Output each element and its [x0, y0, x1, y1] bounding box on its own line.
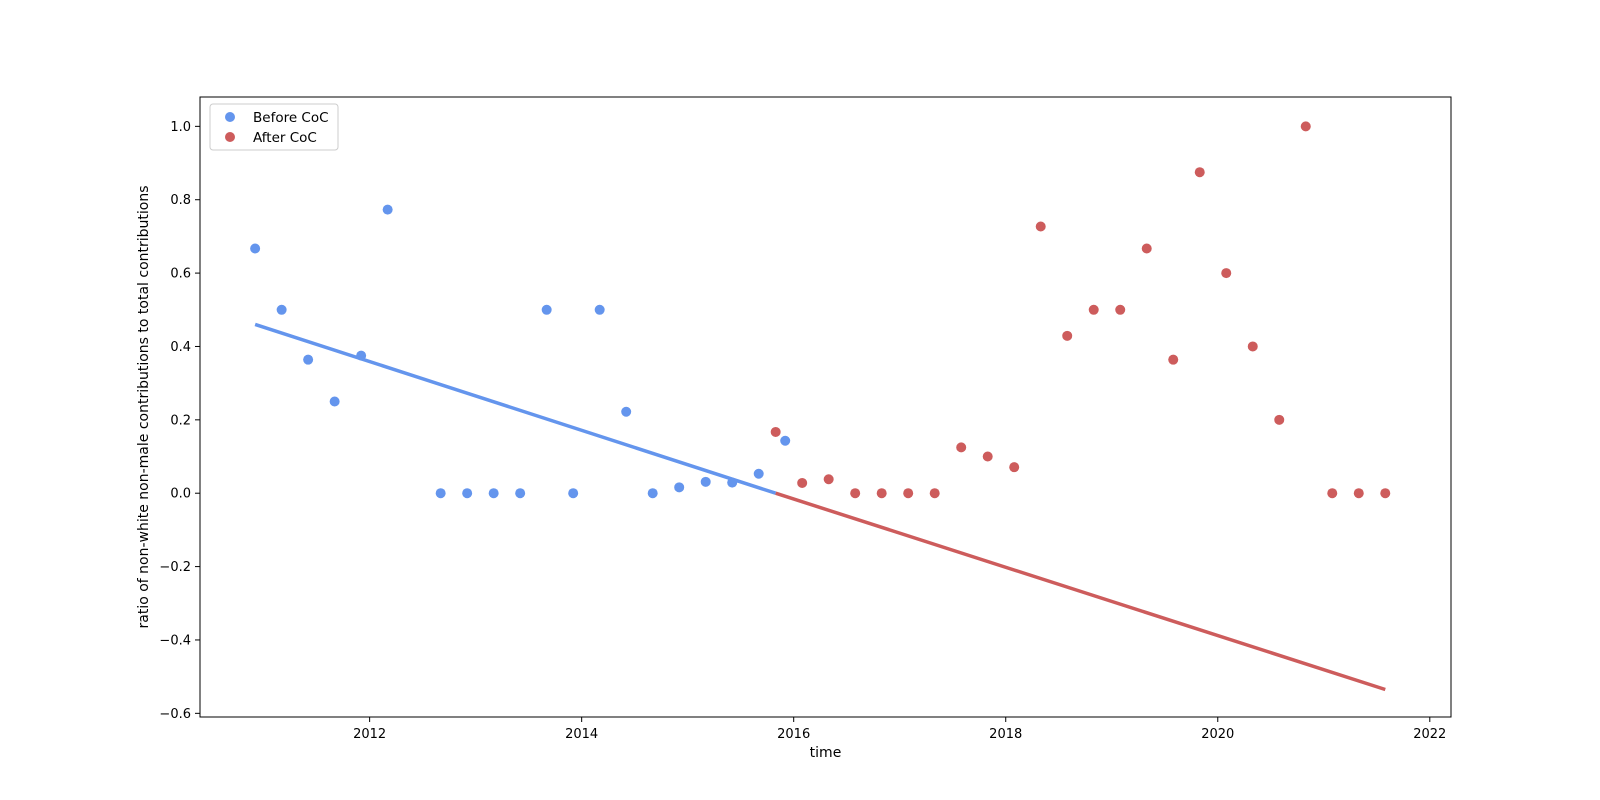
- y-tick-label: 0.2: [170, 413, 191, 428]
- data-point-before-coc: [674, 482, 685, 493]
- data-point-before-coc: [382, 204, 393, 215]
- data-point-before-coc: [515, 488, 526, 499]
- data-point-after-coc: [1168, 354, 1179, 365]
- data-point-after-coc: [1353, 488, 1364, 499]
- legend-marker-after-coc: [225, 132, 235, 142]
- data-point-before-coc: [700, 476, 711, 487]
- y-tick-label: −0.4: [159, 633, 191, 648]
- data-point-after-coc: [1274, 414, 1285, 425]
- data-point-before-coc: [753, 468, 764, 479]
- plot-frame: [199, 96, 1452, 718]
- y-tick-label: −0.2: [159, 560, 191, 575]
- trend-line-before-coc: [254, 322, 777, 495]
- x-axis-label: time: [810, 745, 842, 761]
- legend-marker-before-coc: [225, 112, 235, 122]
- data-point-before-coc: [303, 354, 314, 365]
- x-tick-label: 2018: [989, 727, 1022, 742]
- y-tick-label: 0.6: [170, 267, 191, 282]
- data-point-before-coc: [780, 435, 791, 446]
- data-point-before-coc: [568, 488, 579, 499]
- data-point-before-coc: [541, 304, 552, 315]
- series-before-coc: [250, 204, 791, 499]
- data-point-after-coc: [1141, 243, 1152, 254]
- data-point-after-coc: [876, 488, 887, 499]
- legend-label-after-coc: After CoC: [253, 130, 317, 146]
- series-after-coc: [770, 121, 1391, 692]
- data-point-after-coc: [1221, 268, 1232, 279]
- data-point-before-coc: [488, 488, 499, 499]
- data-point-after-coc: [956, 442, 967, 453]
- y-tick-label: 1.0: [170, 120, 191, 135]
- plot-area: [250, 121, 1391, 692]
- data-point-before-coc: [462, 488, 473, 499]
- data-point-after-coc: [1088, 304, 1099, 315]
- data-point-before-coc: [276, 304, 287, 315]
- legend-label-before-coc: Before CoC: [253, 110, 329, 126]
- data-point-after-coc: [1327, 488, 1338, 499]
- data-point-after-coc: [1380, 488, 1391, 499]
- data-point-before-coc: [329, 396, 340, 407]
- legend-box: [209, 103, 339, 151]
- x-tick-label: 2020: [1201, 727, 1234, 742]
- x-tick-label: 2012: [353, 727, 386, 742]
- trend-line-after-coc: [775, 491, 1386, 692]
- data-point-before-coc: [594, 304, 605, 315]
- data-point-before-coc: [647, 488, 658, 499]
- x-tick-label: 2016: [777, 727, 810, 742]
- y-axis: −0.6 −0.4 −0.2 0.0 0.2 0.4 0.6 0.8 1.0: [159, 120, 200, 722]
- data-point-after-coc: [1194, 167, 1205, 178]
- x-axis: 2012 2014 2016 2018 2020 2022: [353, 717, 1446, 742]
- data-point-before-coc: [621, 406, 632, 417]
- data-point-after-coc: [850, 488, 861, 499]
- data-point-after-coc: [929, 488, 940, 499]
- data-point-after-coc: [823, 474, 834, 485]
- x-tick-label: 2014: [565, 727, 598, 742]
- y-tick-label: 0.8: [170, 193, 191, 208]
- y-tick-label: −0.6: [159, 707, 191, 722]
- data-point-after-coc: [1300, 121, 1311, 132]
- data-point-after-coc: [1035, 221, 1046, 232]
- data-point-before-coc: [435, 488, 446, 499]
- data-point-after-coc: [797, 477, 808, 488]
- data-point-after-coc: [903, 488, 914, 499]
- data-point-after-coc: [982, 451, 993, 462]
- y-tick-label: 0.0: [170, 487, 191, 502]
- y-axis-label: ratio of non-white non-male contribution…: [136, 185, 152, 628]
- data-point-after-coc: [1009, 462, 1020, 473]
- x-tick-label: 2022: [1413, 727, 1446, 742]
- data-point-after-coc: [1247, 341, 1258, 352]
- data-point-after-coc: [1062, 330, 1073, 341]
- data-point-before-coc: [250, 243, 261, 254]
- data-point-after-coc: [1115, 304, 1126, 315]
- legend: Before CoC After CoC: [209, 103, 339, 151]
- y-tick-label: 0.4: [170, 340, 191, 355]
- data-point-after-coc: [770, 426, 781, 437]
